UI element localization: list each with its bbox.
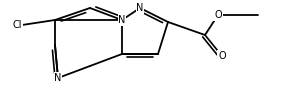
Text: O: O xyxy=(218,51,226,61)
Text: N: N xyxy=(136,3,144,13)
Text: N: N xyxy=(54,73,62,83)
Text: O: O xyxy=(214,10,222,20)
Text: N: N xyxy=(118,15,126,25)
Text: Cl: Cl xyxy=(12,20,22,30)
